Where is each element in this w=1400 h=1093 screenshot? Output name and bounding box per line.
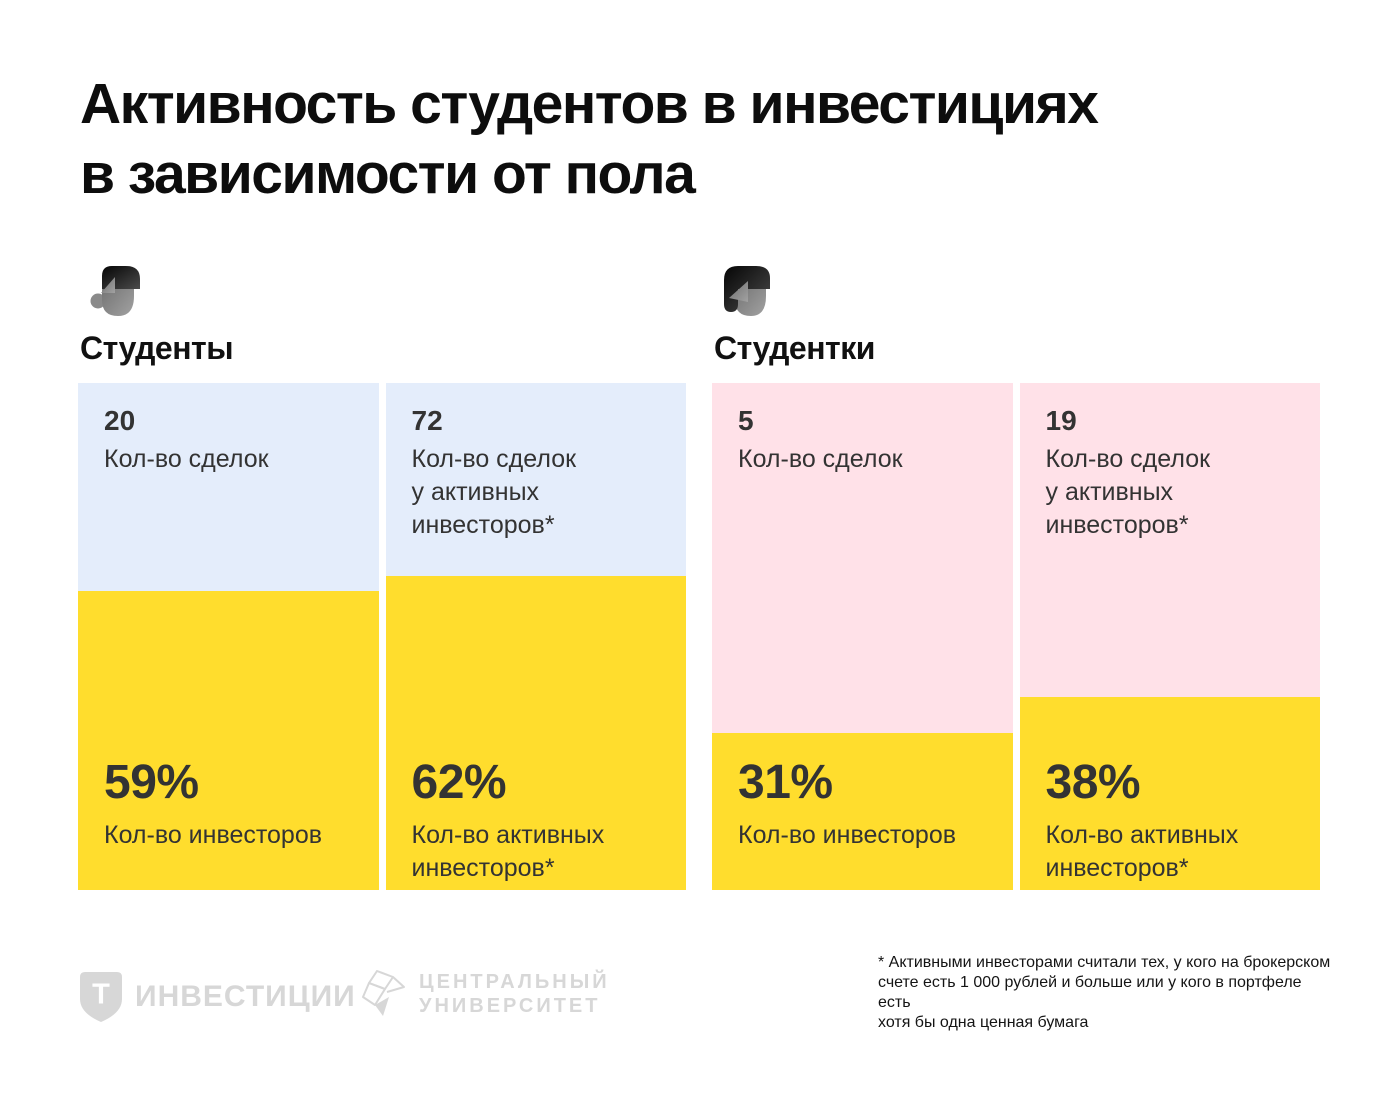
percent-fill-bar — [78, 590, 379, 890]
deals-block: 20 Кол-во сделок — [104, 405, 367, 476]
percent-value: 62% — [411, 756, 507, 809]
percent-fill-bar — [385, 575, 686, 890]
percent-value: 59% — [104, 756, 199, 809]
page-title: Активность студентов в инвестициях в зав… — [80, 72, 1099, 206]
deals-block: 5 Кол-во сделок — [738, 405, 1001, 476]
central-university-mark-icon — [362, 970, 405, 1016]
male-cards-row: 20 Кол-во сделок 59% Кол-во инвесторов 7… — [78, 383, 686, 890]
percent-block: 31% Кол-во инвесторов — [738, 755, 1005, 852]
female-student-icon — [724, 266, 770, 316]
deals-value: 5 — [738, 405, 754, 436]
percent-value: 38% — [1045, 756, 1141, 809]
group-label-male: Студенты — [80, 330, 234, 366]
tinvest-logo: Т ИНВЕСТИЦИИ — [80, 972, 356, 1022]
stat-card-female-investors: 5 Кол-во сделок 31% Кол-во инвесторов — [712, 383, 1013, 890]
percent-label: Кол-во инвесторов — [738, 821, 957, 849]
deals-label: Кол-во сделок — [104, 445, 269, 473]
deals-label: Кол-во сделок — [738, 445, 903, 473]
group-label-female: Студентки — [714, 330, 875, 366]
percent-label: Кол-во инвесторов — [104, 821, 323, 849]
percent-block: 62% Кол-во активных инвесторов* — [412, 755, 679, 884]
percent-fill-bar — [712, 732, 1013, 890]
deals-block: 72 Кол-во сделок у активных инвесторов* — [412, 405, 675, 542]
footnote: * Активными инвесторами считали тех, у к… — [878, 954, 1331, 1032]
percent-block: 59% Кол-во инвесторов — [104, 755, 371, 852]
central-university-logo: ЦЕНТРАЛЬНЫЙ УНИВЕРСИТЕТ — [362, 970, 610, 1018]
deals-value: 19 — [1045, 405, 1077, 436]
deals-block: 19 Кол-во сделок у активных инвесторов* — [1046, 405, 1309, 542]
tbank-shield-icon: Т — [80, 972, 122, 1022]
percent-value: 31% — [738, 756, 833, 809]
percent-label: Кол-во активных инвесторов* — [411, 821, 605, 882]
male-student-icon — [90, 266, 140, 316]
deals-value: 20 — [104, 405, 136, 436]
deals-label: Кол-во сделок у активных инвесторов* — [1045, 445, 1211, 539]
stat-card-male-active-investors: 72 Кол-во сделок у активных инвесторов* … — [385, 383, 686, 890]
stat-card-female-active-investors: 19 Кол-во сделок у активных инвесторов* … — [1019, 383, 1320, 890]
deals-label: Кол-во сделок у активных инвесторов* — [411, 445, 577, 539]
percent-fill-bar — [1019, 697, 1320, 890]
group-male-students: Студенты 20 Кол-во сделок 59% Кол-во инв… — [78, 262, 686, 890]
group-female-students: Студентки 5 Кол-во сделок 31% Кол-во инв… — [712, 262, 1320, 890]
female-cards-row: 5 Кол-во сделок 31% Кол-во инвесторов 19… — [712, 383, 1320, 890]
stat-card-male-investors: 20 Кол-во сделок 59% Кол-во инвесторов — [78, 383, 379, 890]
percent-block: 38% Кол-во активных инвесторов* — [1046, 755, 1313, 884]
percent-label: Кол-во активных инвесторов* — [1045, 821, 1239, 882]
tbank-letter: Т — [92, 978, 110, 1011]
tinvest-wordmark: ИНВЕСТИЦИИ — [135, 980, 356, 1013]
central-university-wordmark: ЦЕНТРАЛЬНЫЙ УНИВЕРСИТЕТ — [419, 971, 610, 1017]
deals-value: 72 — [411, 405, 443, 436]
